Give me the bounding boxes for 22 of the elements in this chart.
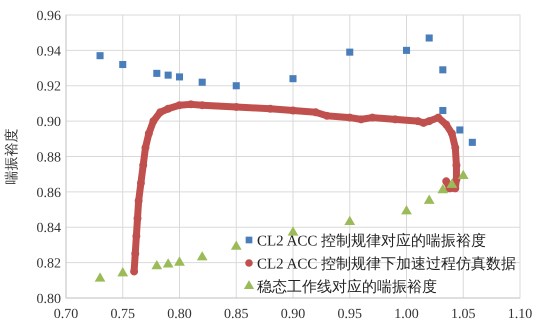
legend-label: 稳态工作线对应的喘振裕度 [257, 278, 437, 296]
y-tick-label: 0.92 [36, 80, 61, 95]
y-tick-label: 0.82 [36, 256, 61, 272]
y-tick-label: 0.94 [36, 44, 61, 60]
x-tick-label: 0.75 [110, 307, 135, 322]
y-axis-title: 喘振裕度 [4, 128, 20, 184]
x-tick-label: 1.10 [508, 307, 532, 322]
y-tick-label: 0.96 [36, 8, 61, 24]
y-tick-label: 0.80 [36, 292, 61, 307]
x-tick-label: 1.05 [451, 307, 476, 322]
legend-label: CL2 ACC 控制规律对应的喘振裕度 [257, 232, 486, 250]
x-tick-label: 0.95 [338, 307, 362, 322]
x-tick-label: 1.00 [394, 307, 419, 322]
y-tick-label: 0.88 [36, 150, 61, 166]
x-tick-label: 0.90 [280, 307, 306, 322]
y-tick-label: 0.84 [36, 221, 61, 236]
x-tick-label: 0.85 [224, 307, 248, 322]
y-tick-label: 0.90 [36, 115, 61, 130]
y-tick-label: 0.86 [36, 186, 61, 201]
legend-label: CL2 ACC 控制规律下加速过程仿真数据 [257, 255, 516, 272]
x-tick-label: 0.80 [167, 307, 192, 322]
x-tick-label: 0.70 [54, 307, 78, 322]
